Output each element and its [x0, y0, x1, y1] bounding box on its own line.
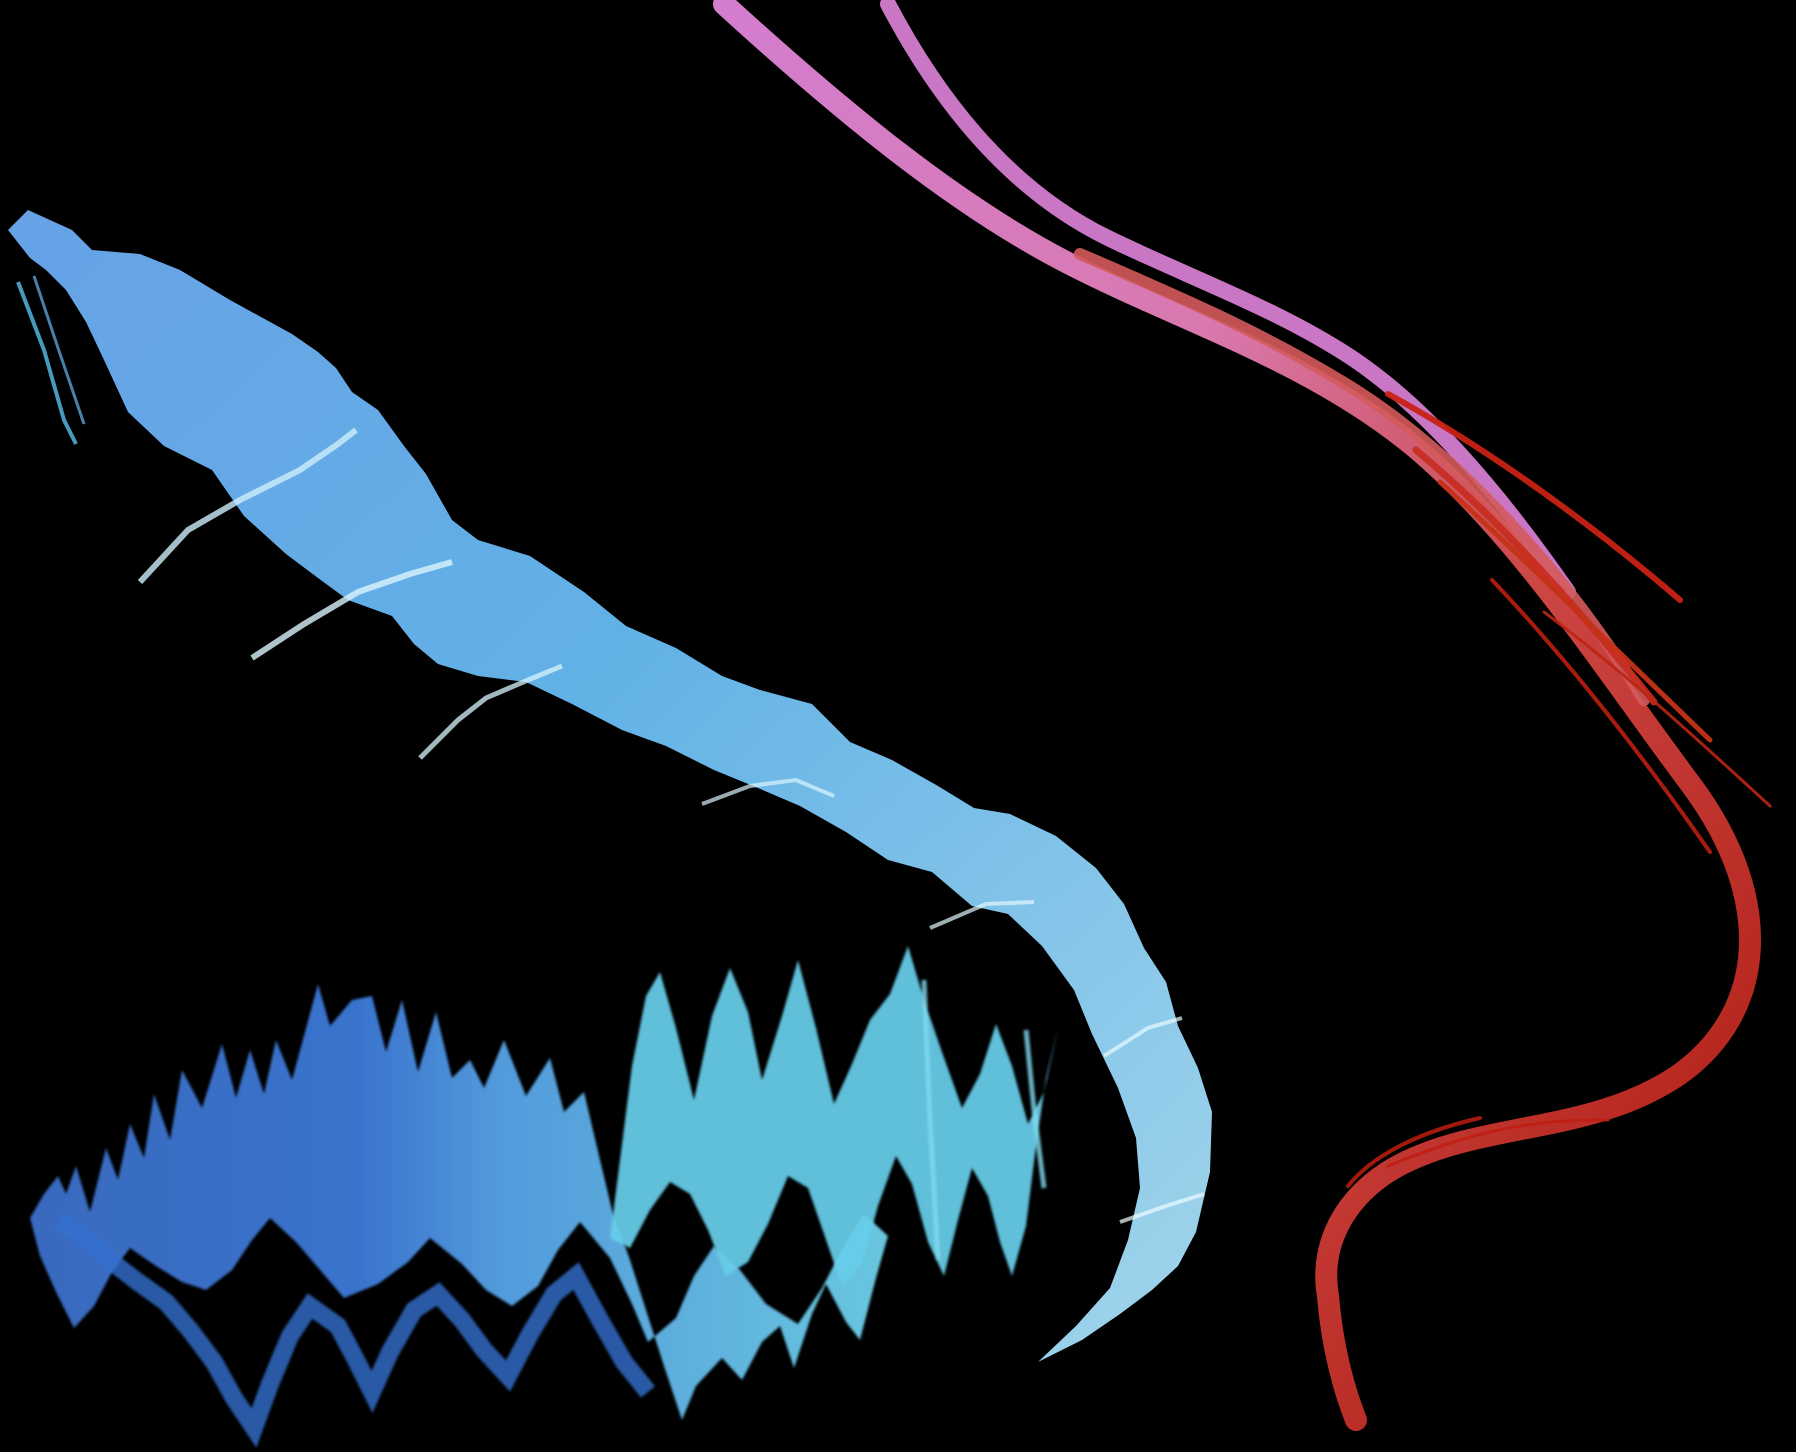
cyan-waveform-shape — [610, 946, 1058, 1286]
pink-red-tendrils — [713, 0, 1772, 1431]
blue-creature-shape — [8, 210, 1212, 1362]
blue-waveform-shape — [30, 984, 888, 1448]
